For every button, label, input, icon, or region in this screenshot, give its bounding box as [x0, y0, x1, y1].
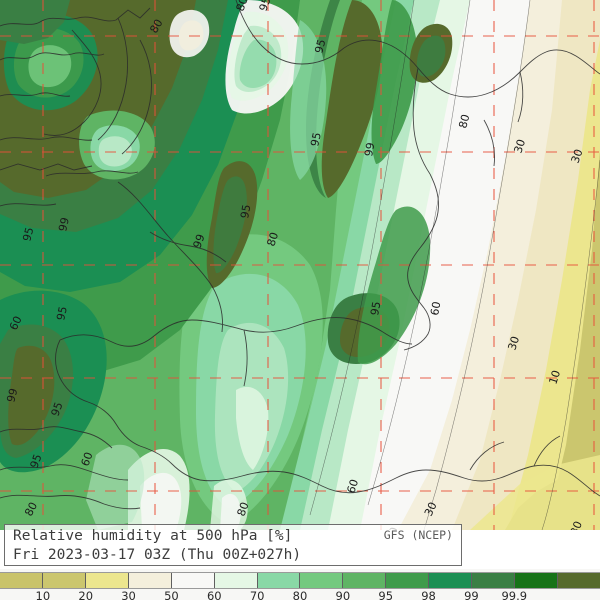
- contour-label: 95: [368, 300, 383, 316]
- contour-label: 80: [264, 231, 281, 248]
- contour-label: 80: [234, 0, 251, 13]
- contour-label: 30: [422, 500, 440, 518]
- colorbar-segment[interactable]: [386, 573, 430, 588]
- contour-label: 99: [191, 232, 208, 250]
- colorbar-segment[interactable]: [300, 573, 344, 588]
- map-title-box: Relative humidity at 500 hPa [%] Fri 202…: [4, 524, 462, 566]
- humidity-contours: [309, 0, 600, 530]
- humidity-field: [0, 0, 600, 530]
- colorbar-segment[interactable]: [128, 573, 172, 588]
- contour-label: 80: [147, 17, 165, 36]
- contour-label: 99: [362, 141, 377, 157]
- colorbar-tick-label: 99: [464, 589, 479, 603]
- contour-label: 10: [546, 369, 563, 386]
- contour-label: 95: [54, 305, 70, 321]
- contour-label: 95: [49, 400, 66, 418]
- colorbar-tick-label: 30: [121, 589, 136, 603]
- colorbar[interactable]: [0, 572, 600, 589]
- contour-label: 60: [344, 478, 361, 495]
- colorbar-ticks: 10 20 30 50 60 70 80 90 95 98 99 99.9: [0, 589, 600, 603]
- contour-label: 99: [56, 216, 72, 232]
- contour-label: 95: [308, 131, 324, 147]
- page-title: Relative humidity at 500 hPa [%]: [13, 528, 293, 544]
- colorbar-tick-label: 90: [335, 589, 351, 603]
- contour-label: 95: [238, 203, 253, 219]
- contour-label: 30: [568, 519, 585, 530]
- colorbar-tick-label: 99.9: [501, 589, 528, 603]
- colorbar-segment[interactable]: [515, 573, 558, 588]
- colorbar-segment[interactable]: [0, 573, 43, 588]
- contour-label: 30: [511, 138, 528, 155]
- colorbar-tick-label: 80: [292, 589, 308, 603]
- contour-label: 95: [257, 0, 274, 13]
- contour-label: 95: [28, 452, 45, 470]
- contour-label: 80: [22, 500, 40, 518]
- contour-label: 80: [456, 113, 472, 130]
- colorbar-segment[interactable]: [42, 573, 86, 588]
- contour-label: 60: [428, 300, 443, 316]
- valid-time-label: Fri 2023-03-17 03Z (Thu 00Z+027h): [13, 547, 302, 563]
- colorbar-tick-label: 50: [164, 589, 179, 603]
- colorbar-segment[interactable]: [472, 573, 516, 588]
- contour-label: 60: [7, 314, 25, 332]
- contour-label: 30: [569, 147, 586, 165]
- contour-label: 60: [79, 450, 96, 468]
- colorbar-segment[interactable]: [171, 573, 215, 588]
- colorbar-segment[interactable]: [557, 573, 600, 588]
- colorbar-segment[interactable]: [429, 573, 473, 588]
- colorbar-segment[interactable]: [257, 573, 301, 588]
- colorbar-tick-label: 70: [249, 589, 265, 603]
- model-source-label: GFS (NCEP): [383, 528, 453, 542]
- country-borders: [0, 0, 600, 510]
- contour-label: 95: [20, 226, 36, 243]
- colorbar-segment[interactable]: [343, 573, 387, 588]
- contour-label: 30: [505, 335, 522, 352]
- colorbar-tick-label: 60: [206, 589, 222, 603]
- colorbar-tick-label: 95: [378, 589, 394, 603]
- colorbar-tick-label: 10: [35, 589, 51, 603]
- colorbar-segment[interactable]: [214, 573, 258, 588]
- contour-label: 99: [4, 387, 20, 404]
- contour-label: 80: [235, 500, 252, 518]
- contour-label: 95: [312, 38, 328, 55]
- map-canvas[interactable]: 80 95 80 95 95 99 80 30 30 95 99 95 80 9…: [0, 0, 600, 530]
- contour-label-layer: 80 95 80 95 95 99 80 30 30 95 99 95 80 9…: [4, 0, 586, 530]
- lat-lon-grid: [0, 0, 600, 530]
- colorbar-tick-label: 98: [421, 589, 436, 603]
- colorbar-panel: 10 20 30 50 60 70 80 90 95 98 99 99.9: [0, 569, 600, 603]
- colorbar-tick-label: 20: [78, 589, 94, 603]
- colorbar-segment[interactable]: [85, 573, 129, 588]
